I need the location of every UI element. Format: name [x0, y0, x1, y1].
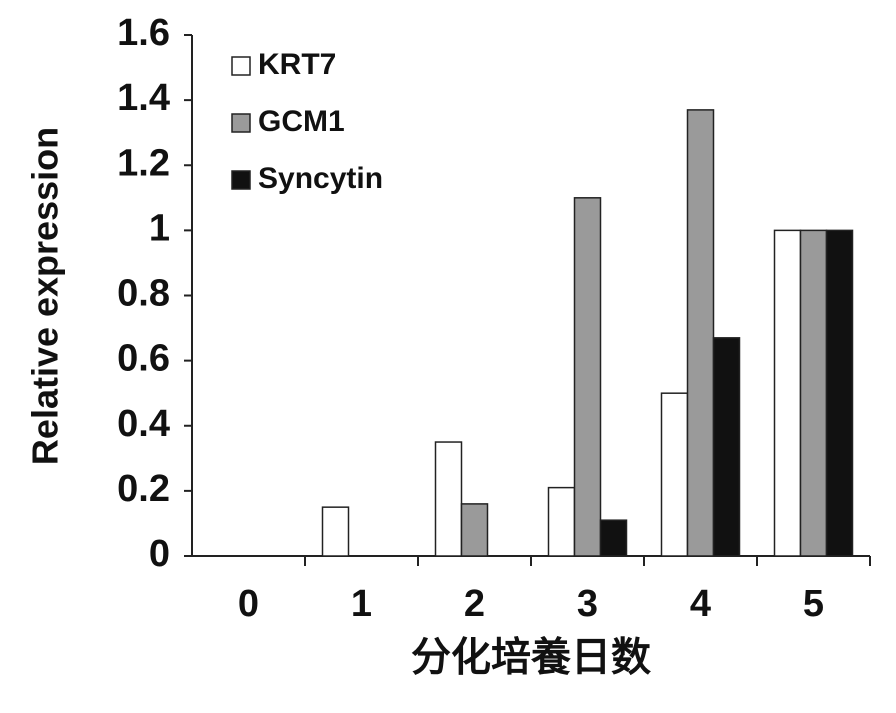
legend-swatch	[232, 57, 250, 75]
y-tick-label: 0.6	[117, 338, 170, 380]
legend-swatch	[232, 171, 250, 189]
chart: Relative expression 分化培養日数 0 0.2 0.4 0.6 0.8…	[0, 0, 896, 713]
x-tick-label: 4	[690, 583, 711, 625]
legend-label: Syncytin	[258, 162, 383, 195]
bar	[714, 338, 740, 556]
y-tick-label: 0.8	[117, 273, 170, 315]
legend-label: GCM1	[258, 105, 345, 138]
y-tick-label: 0.4	[117, 403, 170, 445]
bar	[575, 198, 601, 556]
bar	[662, 393, 688, 556]
x-tick-label: 2	[464, 583, 485, 625]
bar	[601, 520, 627, 556]
y-tick-label: 1	[149, 207, 170, 249]
y-tick-label: 0	[149, 533, 170, 575]
x-tick-label: 3	[577, 583, 598, 625]
y-tick-label: 1.6	[117, 12, 170, 54]
y-axis-title: Relative expression	[25, 127, 66, 465]
bar	[801, 230, 827, 556]
bar	[688, 110, 714, 556]
x-tick-label: 0	[238, 583, 259, 625]
x-tick-label: 1	[351, 583, 372, 625]
bar	[436, 442, 462, 556]
bar	[323, 507, 349, 556]
legend-label: KRT7	[258, 48, 336, 81]
y-tick-label: 0.2	[117, 468, 170, 510]
bar	[462, 504, 488, 556]
legend-swatch	[232, 114, 250, 132]
x-tick-label: 5	[803, 583, 824, 625]
y-tick-label: 1.2	[117, 142, 170, 184]
bar	[827, 230, 853, 556]
y-tick-label: 1.4	[117, 77, 170, 119]
x-axis-title: 分化培養日数	[411, 636, 651, 680]
bar	[775, 230, 801, 556]
bar	[549, 488, 575, 556]
